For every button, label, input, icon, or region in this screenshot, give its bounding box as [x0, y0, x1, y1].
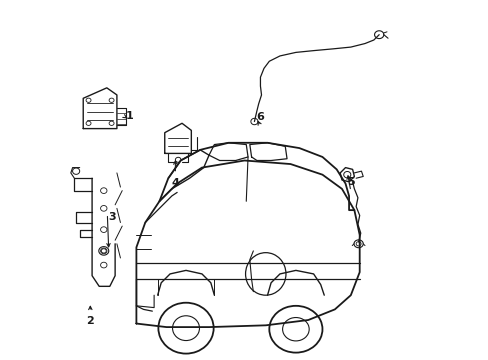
Text: 2: 2: [86, 316, 94, 327]
Text: 3: 3: [108, 212, 116, 222]
Text: 4: 4: [171, 178, 179, 188]
Text: 6: 6: [256, 112, 264, 122]
Text: 5: 5: [346, 177, 354, 187]
Text: 1: 1: [125, 111, 133, 121]
